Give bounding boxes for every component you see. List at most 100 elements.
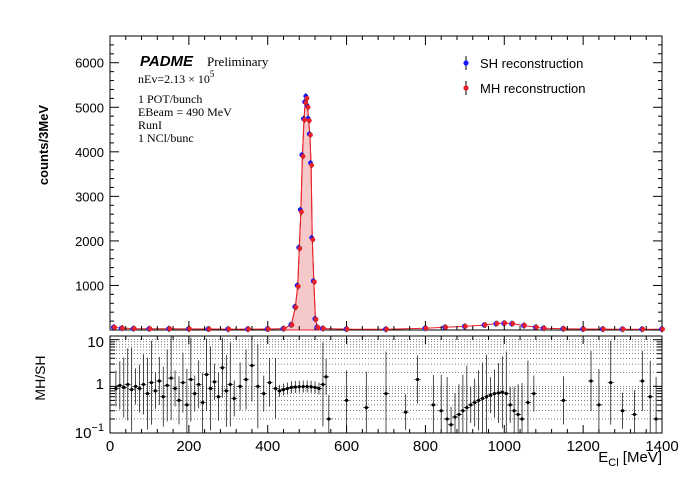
mh-point	[510, 321, 516, 327]
ratio-point	[134, 384, 138, 388]
mh-point	[315, 325, 321, 330]
ratio-point	[597, 403, 601, 407]
ratio-point	[114, 386, 118, 391]
ratio-point	[274, 386, 278, 391]
top-y-tick-label: 5000	[75, 100, 104, 115]
mh-point	[561, 326, 567, 332]
ratio-point	[477, 398, 481, 402]
ratio-point	[161, 395, 165, 399]
ratio-point	[118, 383, 122, 387]
ratio-point	[465, 406, 469, 410]
mh-point	[310, 237, 316, 242]
legend-marker-mh	[463, 85, 469, 91]
mh-point	[299, 209, 304, 215]
mh-point	[306, 118, 312, 124]
ratio-point	[481, 396, 485, 401]
ratio-point	[500, 390, 504, 394]
ratio-point	[181, 381, 185, 385]
ratio-point	[201, 400, 205, 405]
mh-point	[534, 324, 539, 330]
ratio-point	[532, 391, 536, 396]
mh-point	[309, 162, 315, 168]
nev-annotation: nEv=2.13 × 105	[138, 69, 215, 86]
ratio-point	[327, 417, 331, 421]
ratio-point	[484, 395, 489, 399]
mh-point	[522, 323, 527, 328]
ratio-point	[344, 398, 349, 402]
mh-point	[305, 104, 311, 110]
ratio-x-tick-label: 800	[413, 438, 438, 455]
ratio-x-tick-label: 400	[255, 438, 280, 455]
ratio-point	[177, 398, 181, 402]
mh-point	[295, 283, 301, 289]
mh-point	[601, 326, 606, 332]
ratio-point	[285, 386, 290, 391]
ratio-x-tick-label: 1400	[645, 438, 678, 455]
ratio-point	[589, 379, 593, 383]
ratio-point	[620, 409, 625, 413]
ratio-point	[228, 382, 232, 387]
mh-point	[112, 324, 117, 330]
ratio-point	[141, 382, 146, 387]
ratio-x-tick-label: 1000	[488, 438, 521, 455]
mh-point	[640, 326, 646, 332]
mh-point	[167, 326, 173, 332]
mh-point	[303, 100, 309, 106]
mh-point	[620, 326, 626, 332]
mh-point	[423, 325, 429, 331]
ebeam-annotation: EBeam = 490 MeV	[138, 105, 232, 119]
ratio-point	[137, 386, 142, 391]
mh-point	[300, 153, 306, 159]
ratio-point	[439, 409, 443, 413]
ratio-point	[277, 389, 282, 393]
ratio-x-tick-label: 600	[334, 438, 359, 455]
ratio-point	[496, 391, 500, 395]
ratio-point	[130, 388, 134, 392]
x-axis-label: ECl [MeV]	[598, 449, 662, 469]
ratio-point	[157, 379, 161, 383]
ratio-point	[281, 388, 286, 392]
ratio-point	[453, 415, 457, 419]
ratio-point	[469, 403, 473, 407]
ratio-point	[293, 385, 297, 389]
ratio-point	[384, 391, 388, 396]
ratio-tick-label-1: 1	[96, 376, 104, 393]
mh-point	[265, 326, 271, 332]
ratio-point	[297, 385, 301, 389]
ratio-tick-label-0.1: 10−1	[75, 422, 104, 442]
ratio-point	[216, 395, 221, 399]
ratio-point	[457, 412, 461, 417]
ratio-point	[169, 376, 173, 380]
ratio-point	[313, 385, 317, 389]
mh-point	[660, 326, 665, 332]
ratio-point	[488, 393, 493, 397]
ratio-point	[305, 384, 309, 389]
ratio-x-tick-label: 1200	[566, 438, 599, 455]
ratio-point	[289, 385, 293, 389]
mh-point	[304, 95, 310, 101]
ratio-data-points	[112, 336, 660, 433]
ratio-point	[145, 391, 150, 396]
ratio-point	[431, 403, 435, 407]
ratio-point	[185, 403, 189, 407]
legend-entry-mh: MH reconstruction	[463, 81, 585, 96]
ratio-point	[449, 423, 453, 427]
ratio-point	[415, 377, 420, 382]
top-y-axis-ticks: 1000 2000 3000 4000 5000 6000	[75, 35, 663, 331]
ratio-point	[461, 409, 465, 413]
ratio-y-axis-label: MH/SH	[32, 355, 48, 400]
top-y-tick-label: 1000	[75, 278, 104, 293]
ratio-point	[153, 389, 157, 393]
mh-point	[226, 326, 232, 332]
top-y-tick-label: 3000	[75, 189, 104, 204]
mh-point	[246, 326, 252, 332]
legend: SH reconstruction MH reconstruction	[463, 56, 585, 96]
ratio-point	[173, 386, 177, 391]
mh-point	[321, 326, 326, 331]
ratio-point	[208, 386, 213, 391]
ratio-point	[324, 375, 328, 379]
top-y-tick-label: 4000	[75, 145, 104, 160]
top-y-tick-label: 6000	[75, 56, 104, 71]
mh-point	[302, 117, 307, 123]
mh-point	[308, 132, 313, 138]
